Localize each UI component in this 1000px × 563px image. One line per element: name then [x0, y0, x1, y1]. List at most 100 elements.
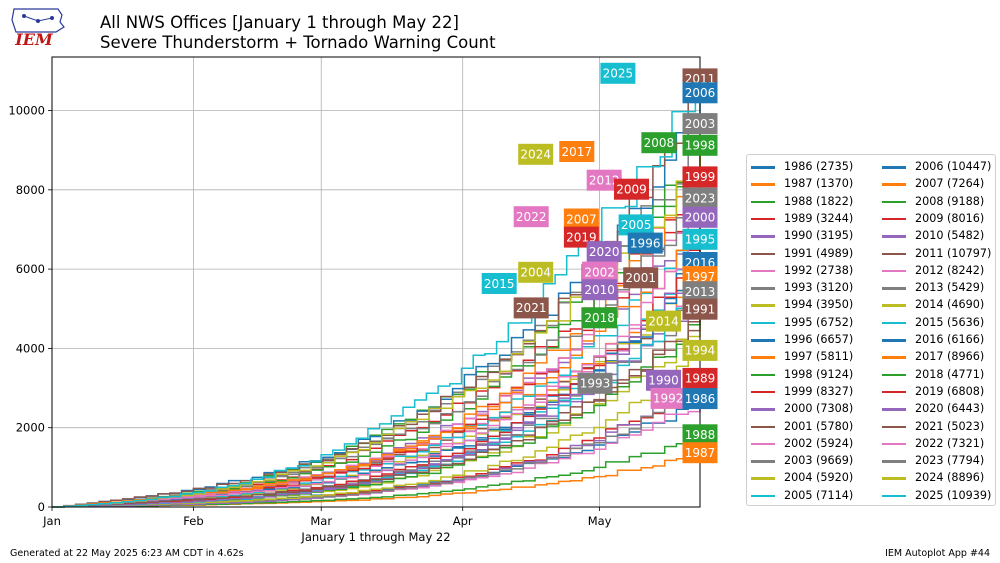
legend-label: 2008 (9188) — [915, 194, 985, 208]
annotation-box — [582, 279, 618, 301]
annotation-box — [682, 367, 718, 389]
legend-swatch — [882, 494, 906, 498]
legend-swatch — [751, 356, 775, 359]
legend-swatch — [751, 235, 775, 238]
y-tick-label: 2000 — [16, 421, 45, 435]
legend-label: 1996 (6657) — [784, 333, 854, 346]
annotation-box — [614, 178, 649, 200]
annotation-label: 2022 — [516, 210, 547, 224]
annotation-box — [682, 113, 718, 135]
legend-label: 1987 (1370) — [784, 177, 854, 191]
annotation-2012: 2012 — [586, 169, 622, 191]
annotation-2004: 2004 — [518, 261, 554, 283]
y-tick-label: 10000 — [8, 104, 45, 118]
series-line-2025 — [52, 73, 697, 508]
legend-swatch — [882, 339, 906, 342]
legend-label: 2022 (7321) — [915, 436, 985, 450]
annotation-label: 1986 — [685, 392, 716, 406]
legend-label: 2020 (6443) — [915, 402, 985, 416]
x-tick-label: Jan — [42, 514, 61, 528]
annotation-box — [600, 62, 636, 84]
legend-swatch — [882, 287, 906, 290]
annotation-label: 1996 — [630, 236, 661, 250]
legend-label: 1989 (3244) — [784, 211, 854, 225]
annotation-box — [577, 372, 613, 394]
annotation-box — [518, 143, 554, 165]
annotation-1993: 1993 — [577, 372, 613, 394]
annotation-1998: 1998 — [682, 134, 718, 156]
annotation-label: 2019 — [566, 230, 597, 244]
annotation-box — [582, 261, 618, 283]
annotation-1990: 1990 — [646, 369, 681, 391]
annotation-label: 2024 — [520, 148, 551, 162]
annotation-2020: 2020 — [586, 241, 622, 263]
legend-swatch — [882, 200, 906, 204]
legend-swatch — [882, 408, 906, 411]
annotation-box — [682, 187, 718, 209]
annotation-label: 1990 — [648, 374, 679, 388]
legend-label: 2005 (7114) — [784, 488, 854, 502]
annotation-2000: 2000 — [682, 206, 718, 228]
legend-swatch — [751, 460, 775, 463]
legend-label: 1990 (3195) — [784, 229, 854, 243]
legend-label: 1992 (2738) — [784, 263, 854, 277]
annotation-label: 2000 — [685, 211, 716, 225]
legend-label: 2019 (6808) — [915, 384, 985, 398]
annotation-1992: 1992 — [650, 387, 686, 409]
annotation-label: 2020 — [589, 245, 620, 259]
annotation-box — [641, 132, 677, 154]
annotation-label: 2015 — [484, 277, 515, 291]
annotation-label: 1994 — [685, 344, 716, 358]
legend-swatch — [882, 425, 906, 428]
annotation-label: 2021 — [516, 301, 547, 315]
footer-app: IEM Autoplot App #44 — [885, 548, 990, 559]
series-line-2017 — [52, 151, 701, 508]
annotation-label: 2014 — [648, 314, 679, 328]
legend-swatch — [882, 356, 906, 359]
annotation-2010: 2010 — [582, 279, 618, 301]
annotation-2015: 2015 — [481, 273, 517, 294]
annotation-2003: 2003 — [682, 113, 718, 135]
legend-swatch — [751, 408, 775, 411]
annotation-box — [682, 82, 718, 104]
legend-label: 2004 (5920) — [784, 471, 854, 485]
legend-swatch — [882, 373, 906, 377]
annotation-box — [682, 298, 718, 320]
annotation-label: 2004 — [520, 266, 551, 280]
legend-swatch — [751, 373, 775, 377]
legend-label: 2016 (6166) — [915, 333, 985, 346]
annotation-2023: 2023 — [682, 187, 718, 209]
annotation-label: 1988 — [685, 428, 716, 442]
annotation-1996: 1996 — [627, 232, 663, 254]
chart-title-line1: All NWS Offices [January 1 through May 2… — [100, 13, 459, 32]
annotation-box — [627, 232, 663, 254]
annotation-label: 2010 — [584, 283, 615, 297]
annotation-box — [559, 141, 595, 162]
legend-swatch — [751, 217, 775, 221]
annotation-box — [618, 214, 654, 236]
legend-label: 2014 (4690) — [915, 298, 985, 312]
annotation-label: 1997 — [685, 270, 716, 284]
legend-label: 2018 (4771) — [915, 367, 985, 381]
annotation-label: 1991 — [685, 303, 716, 317]
annotation-label: 2003 — [685, 117, 716, 131]
y-tick-label: 0 — [38, 500, 45, 514]
annotation-2005: 2005 — [618, 214, 654, 236]
annotation-2008: 2008 — [641, 132, 677, 154]
legend-swatch — [751, 339, 775, 342]
x-tick-label: Apr — [453, 514, 473, 528]
legend-label: 2025 (10939) — [915, 488, 992, 502]
legend-swatch — [751, 390, 775, 394]
annotation-2006: 2006 — [682, 82, 718, 104]
legend-label: 2017 (8966) — [915, 350, 985, 364]
annotation-label: 2008 — [644, 136, 675, 150]
legend-label: 2003 (9669) — [784, 454, 854, 468]
annotation-box — [646, 369, 681, 391]
legend-swatch — [882, 183, 906, 186]
legend-swatch — [751, 321, 775, 325]
legend-label: 2007 (7264) — [915, 177, 985, 191]
legend-label: 2011 (10797) — [915, 246, 992, 260]
legend-swatch — [751, 425, 775, 428]
annotation-label: 2001 — [625, 271, 656, 285]
